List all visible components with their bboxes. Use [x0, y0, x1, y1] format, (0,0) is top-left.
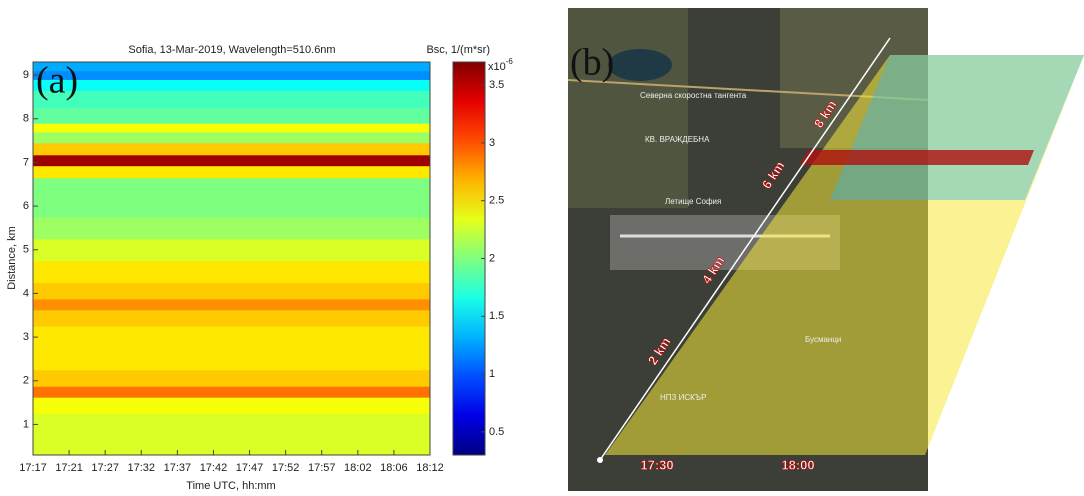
figure: Sofia, 13-Mar-2019, Wavelength=510.6nm B…: [0, 0, 1084, 491]
multiplier-exponent: -6: [506, 57, 514, 66]
y-tick-label: 3: [23, 331, 29, 343]
heat-band: [33, 283, 430, 300]
x-tick-label: 17:27: [91, 462, 119, 474]
y-axis-label: Distance, km: [6, 226, 18, 290]
heat-band: [33, 386, 430, 397]
heat-band: [33, 310, 430, 327]
x-tick-label: 18:02: [344, 462, 372, 474]
y-tick-label: 4: [23, 287, 29, 299]
heat-band: [33, 348, 430, 370]
map-panel: (b) 2 km 4 km 6 km 8 km 17:30 18:00 Севе…: [568, 8, 1084, 491]
heat-band: [33, 397, 430, 414]
heat-band: [33, 195, 430, 217]
y-tick-label: 9: [23, 69, 29, 81]
heat-band: [33, 155, 430, 166]
x-tick-label: 17:52: [272, 462, 300, 474]
place-label: Бусманци: [805, 335, 841, 344]
heat-band: [33, 178, 430, 196]
x-tick-label: 17:21: [55, 462, 83, 474]
y-tick-label: 8: [23, 113, 29, 125]
y-tick-label: 5: [23, 244, 29, 256]
heat-band: [33, 123, 430, 132]
heat-band: [33, 143, 430, 156]
x-tick-label: 17:42: [200, 462, 228, 474]
heat-band: [33, 108, 430, 124]
colorbar-tick-label: 2: [489, 252, 495, 264]
colorbar-tick-label: 1.5: [489, 310, 504, 322]
x-tick-label: 18:06: [380, 462, 408, 474]
heat-band: [33, 217, 430, 239]
heatmap: [33, 62, 430, 456]
x-axis-label: Time UTC, hh:mm: [186, 480, 275, 491]
x-tick-label: 17:47: [236, 462, 264, 474]
colorbar-title: Bsc, 1/(m*sr): [426, 44, 490, 56]
heat-band: [33, 166, 430, 179]
place-label: Летище София: [665, 197, 721, 206]
heat-band: [33, 71, 430, 80]
heat-band: [33, 326, 430, 348]
colorbar-tick-label: 0.5: [489, 426, 504, 438]
heat-band: [33, 435, 430, 455]
chart-title: Sofia, 13-Mar-2019, Wavelength=510.6nm: [128, 44, 335, 56]
heat-band: [33, 261, 430, 283]
y-tick-label: 1: [23, 418, 29, 430]
heat-band: [33, 132, 430, 143]
place-label: Северна скоростна тангента: [640, 91, 747, 100]
time-label: 17:30: [640, 457, 673, 472]
panel-label: (a): [36, 60, 78, 102]
heat-band: [33, 414, 430, 436]
lidar-site: [597, 457, 603, 463]
x-tick-label: 17:57: [308, 462, 336, 474]
field: [568, 8, 688, 208]
multiplier: x10: [488, 61, 506, 73]
colorbar: [453, 62, 485, 455]
place-label: КВ. ВРАЖДЕБНА: [645, 135, 710, 144]
x-tick-label: 17:17: [19, 462, 47, 474]
colorbar-tick-label: 3: [489, 137, 495, 149]
y-tick-label: 2: [23, 375, 29, 387]
aerosol-layer: [800, 150, 1034, 165]
place-label: НПЗ ИСКЪР: [660, 393, 706, 402]
heat-band: [33, 299, 430, 310]
panel-label: (b): [570, 42, 614, 84]
x-tick-label: 18:12: [416, 462, 444, 474]
heat-band: [33, 79, 430, 90]
colorbar-tick-label: 1: [489, 368, 495, 380]
colorbar-multiplier: x10-6: [488, 57, 513, 73]
colorbar-tick-label: 2.5: [489, 195, 504, 207]
y-tick-label: 6: [23, 200, 29, 212]
heat-band: [33, 62, 430, 71]
heat-band: [33, 370, 430, 387]
x-tick-label: 17:32: [128, 462, 156, 474]
time-label: 18:00: [781, 457, 814, 472]
heat-band: [33, 239, 430, 261]
colorbar-tick-label: 3.5: [489, 79, 504, 91]
lake: [608, 49, 672, 81]
x-tick-label: 17:37: [164, 462, 192, 474]
y-tick-label: 7: [23, 156, 29, 168]
heat-band: [33, 90, 430, 108]
